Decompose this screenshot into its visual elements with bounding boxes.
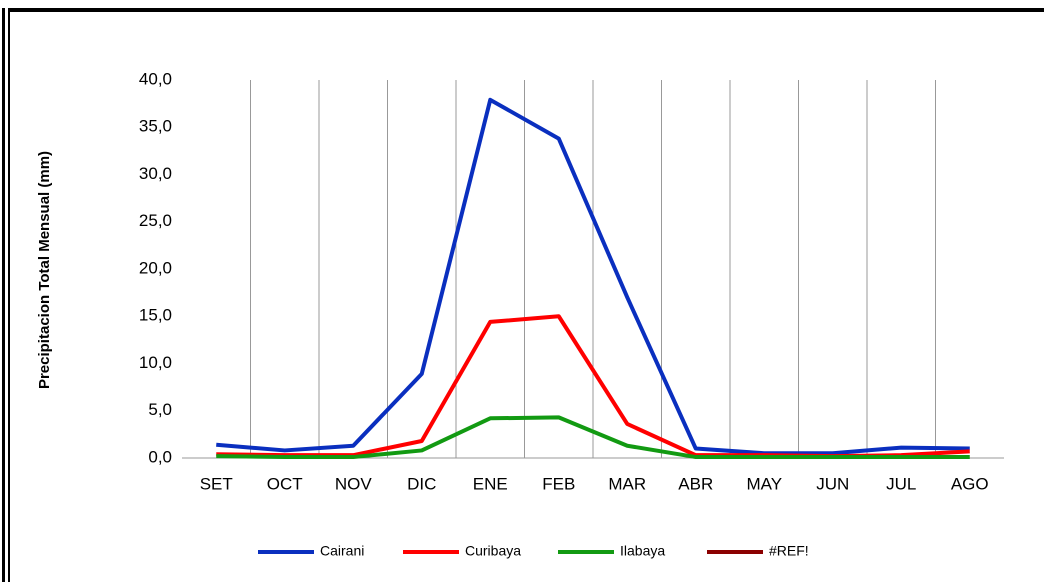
x-tick-label: JUN — [816, 474, 849, 493]
frame-left-inner — [8, 8, 10, 582]
y-tick-label: 35,0 — [139, 117, 172, 136]
frame-top — [8, 8, 1044, 12]
x-tick-label: DIC — [407, 474, 436, 493]
y-tick-label: 25,0 — [139, 211, 172, 230]
x-tick-label: SET — [200, 474, 233, 493]
x-tick-label: ABR — [678, 474, 713, 493]
x-tick-label: FEB — [542, 474, 575, 493]
y-tick-label: 5,0 — [148, 400, 172, 419]
legend-label: Cairani — [320, 543, 364, 559]
legend-label: Ilabaya — [620, 543, 665, 559]
x-tick-label: MAR — [608, 474, 646, 493]
x-tick-label: MAY — [746, 474, 782, 493]
y-tick-label: 40,0 — [139, 69, 172, 88]
frame-left-outer — [2, 8, 5, 582]
series-line — [216, 97, 970, 456]
x-tick-label: ENE — [473, 474, 508, 493]
series-line — [216, 415, 970, 460]
legend-label: #REF! — [769, 543, 809, 559]
y-tick-label: 15,0 — [139, 306, 172, 325]
x-tick-label: OCT — [267, 474, 303, 493]
y-tick-label: 10,0 — [139, 353, 172, 372]
legend-label: Curibaya — [465, 543, 521, 559]
x-tick-label: AGO — [951, 474, 989, 493]
y-tick-label: 20,0 — [139, 258, 172, 277]
x-tick-label: NOV — [335, 474, 373, 493]
y-axis-label: Precipitacion Total Mensual (mm) — [36, 151, 53, 389]
y-tick-label: 0,0 — [148, 447, 172, 466]
y-tick-label: 30,0 — [139, 164, 172, 183]
x-tick-label: JUL — [886, 474, 916, 493]
